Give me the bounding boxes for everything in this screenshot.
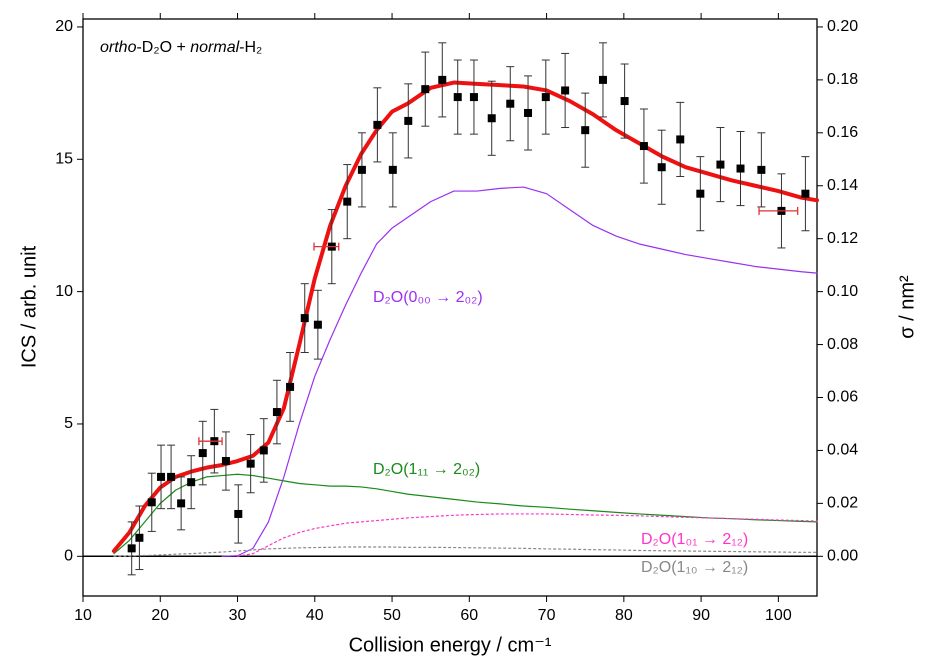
annotation-part: normal (190, 39, 239, 56)
y2-tick-label: 0.16 (827, 124, 858, 141)
y-tick-label: 10 (55, 283, 73, 300)
annotation-part: -D₂O + (136, 39, 190, 56)
data-point (221, 457, 230, 466)
x-tick-label: 100 (765, 607, 792, 624)
y2-tick-label: 0.02 (827, 495, 858, 512)
data-point (127, 544, 136, 553)
y-axis-label: ICS / arb. unit (18, 245, 40, 368)
data-point (246, 459, 255, 468)
data-point (620, 97, 629, 106)
data-point (736, 164, 745, 173)
data-point (561, 86, 570, 95)
data-point (404, 116, 413, 125)
data-point (716, 160, 725, 169)
data-point (373, 120, 382, 129)
x-tick-label: 90 (692, 607, 710, 624)
series-label: D₂O(0₀₀ → 2₀₂) (373, 289, 483, 306)
y2-tick-label: 0.10 (827, 283, 858, 300)
data-point (524, 108, 533, 117)
data-point (343, 197, 352, 206)
data-point (487, 114, 496, 123)
y-tick-label: 15 (55, 150, 73, 167)
data-point (272, 408, 281, 417)
data-point (286, 382, 295, 391)
data-point (300, 314, 309, 323)
x-axis-label: Collision energy / cm⁻¹ (349, 634, 552, 656)
y2-tick-label: 0.00 (827, 548, 858, 565)
y-tick-label: 0 (64, 548, 73, 565)
x-tick-label: 10 (74, 607, 92, 624)
data-point (421, 85, 430, 94)
annotation-part: ortho (100, 39, 137, 56)
y2-tick-label: 0.12 (827, 230, 858, 247)
data-point (757, 165, 766, 174)
series-line (111, 80, 819, 553)
y2-tick-label: 0.06 (827, 389, 858, 406)
x-tick-label: 60 (460, 607, 478, 624)
data-point (438, 75, 447, 84)
y-tick-label: 5 (64, 415, 73, 432)
series-line (221, 186, 818, 557)
data-point (157, 472, 166, 481)
y2-tick-label: 0.20 (827, 18, 858, 35)
annotation: ortho-D₂O + normal-H₂ (100, 39, 262, 56)
x-tick-label: 80 (615, 607, 633, 624)
data-point (357, 165, 366, 174)
data-point (801, 189, 810, 198)
data-point (453, 93, 462, 102)
data-point (313, 320, 322, 329)
y2-tick-label: 0.18 (827, 71, 858, 88)
annotation-part: -H₂ (239, 39, 262, 56)
data-point (506, 99, 515, 108)
y2-axis-label: σ / nm² (896, 275, 918, 339)
data-point (469, 93, 478, 102)
series-line (113, 546, 818, 557)
x-tick-label: 70 (538, 607, 556, 624)
data-point (581, 126, 590, 135)
y-tick-label: 20 (55, 18, 73, 35)
data-point (135, 533, 144, 542)
y2-tick-label: 0.14 (827, 177, 858, 194)
x-tick-label: 40 (306, 607, 324, 624)
x-tick-label: 20 (151, 607, 169, 624)
series-label: D₂O(1₁₁ → 2₀₂) (373, 461, 480, 478)
series-line (113, 473, 818, 555)
series-line (236, 513, 818, 557)
data-point (147, 498, 156, 507)
series-label: D₂O(1₀₁ → 2₁₂) (641, 531, 748, 548)
data-point (676, 135, 685, 144)
plot-frame (82, 18, 818, 597)
data-point (598, 75, 607, 84)
data-point (388, 165, 397, 174)
data-point (657, 163, 666, 172)
series-label: D₂O(1₁₀ → 2₁₂) (641, 559, 748, 576)
data-point (234, 509, 243, 518)
data-point (541, 93, 550, 102)
data-point (198, 449, 207, 458)
data-point (167, 472, 176, 481)
data-point (259, 446, 268, 455)
y2-tick-label: 0.08 (827, 336, 858, 353)
data-point (187, 478, 196, 487)
x-tick-label: 30 (229, 607, 247, 624)
y2-tick-label: 0.04 (827, 442, 858, 459)
data-point (177, 499, 186, 508)
x-tick-label: 50 (383, 607, 401, 624)
data-point (639, 142, 648, 151)
data-point (696, 189, 705, 198)
